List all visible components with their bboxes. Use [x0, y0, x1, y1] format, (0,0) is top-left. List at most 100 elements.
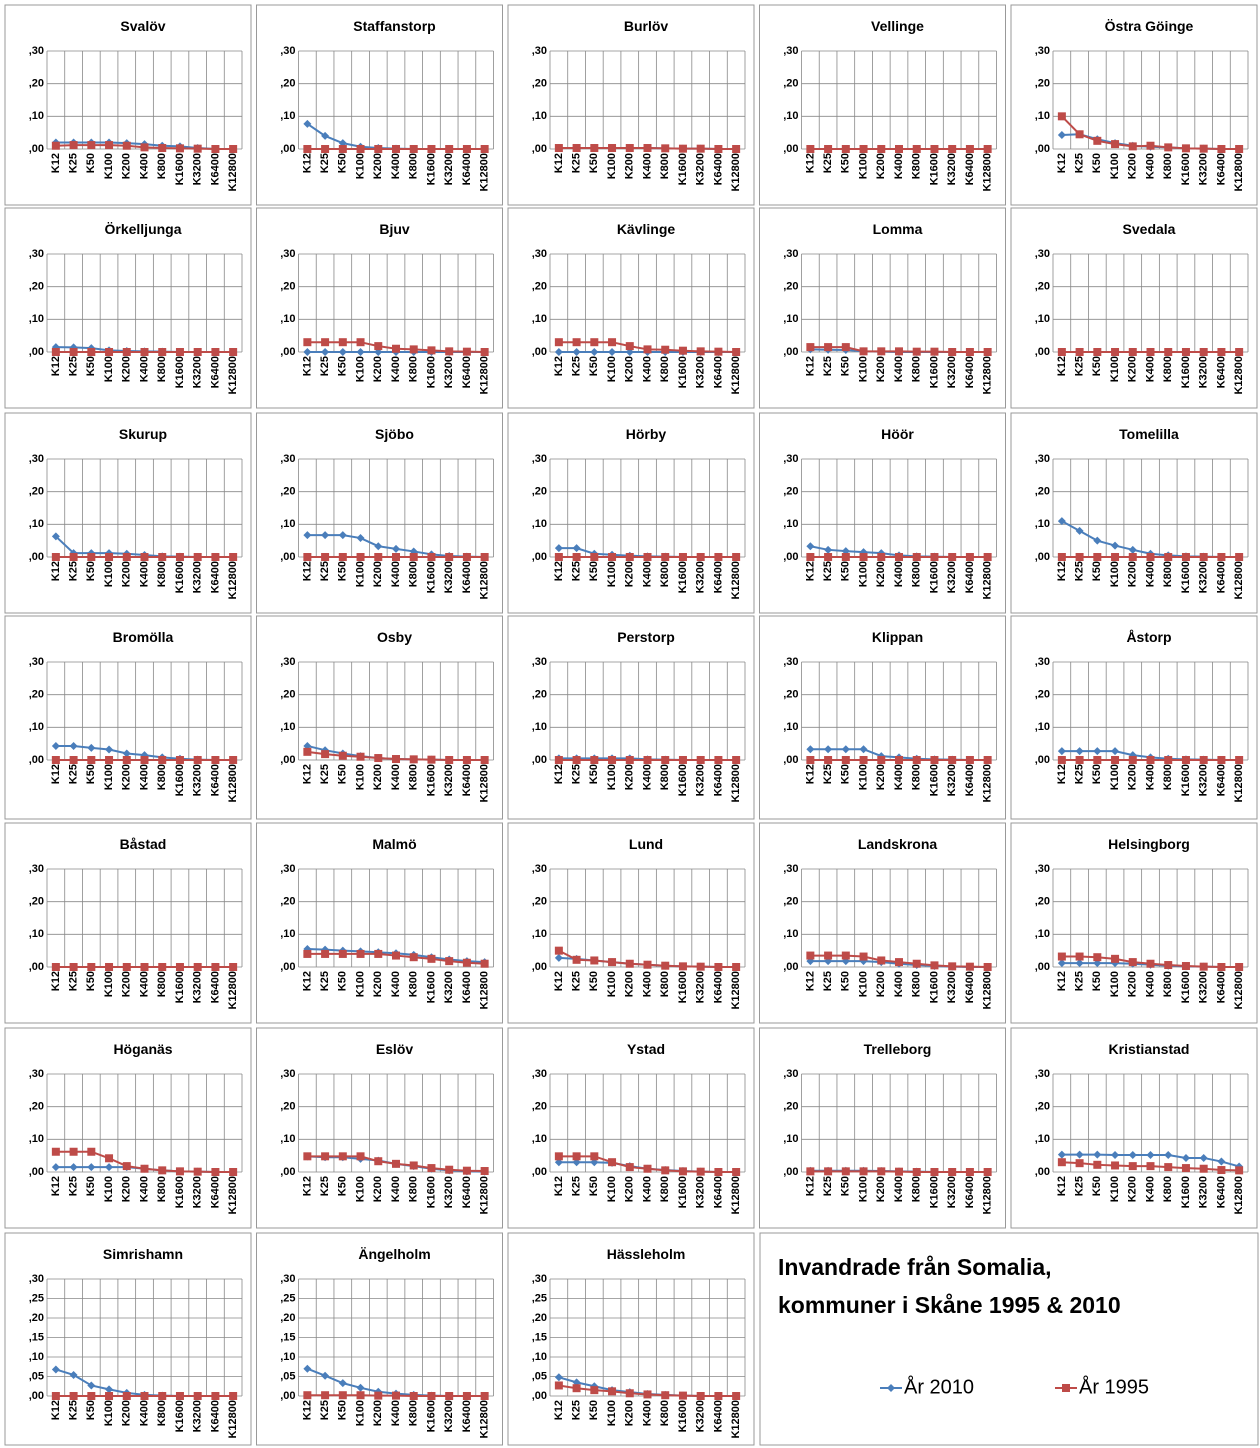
legend-label: År 1995	[1079, 1375, 1149, 1398]
chart-panel: Tomelilla ,00 ,10 ,20 ,30 K12 K25 K50 K100 K200 K4…	[1010, 412, 1258, 614]
y-tick-label: ,30	[280, 863, 295, 875]
marker	[140, 756, 149, 764]
x-tick-label: K100	[857, 1176, 869, 1202]
y-tick-label: ,10	[783, 518, 798, 530]
chart-title: Båstad	[120, 836, 167, 852]
marker	[732, 145, 741, 153]
marker	[696, 347, 705, 356]
x-tick-label: K12800	[227, 153, 239, 192]
x-tick-label: K1600	[425, 1400, 437, 1432]
y-tick-label: ,30	[1035, 863, 1050, 875]
marker	[427, 1392, 436, 1400]
marker	[1111, 756, 1120, 764]
marker	[948, 145, 957, 153]
x-tick-label: K200	[624, 153, 636, 179]
marker	[1075, 747, 1084, 756]
x-tick-label: K800	[156, 1176, 168, 1202]
y-tick-label: ,00	[280, 1390, 295, 1402]
chart-title: Bjuv	[379, 221, 410, 237]
y-tick-label: ,30	[783, 1068, 798, 1080]
x-tick-label: K200	[1127, 561, 1139, 587]
x-tick-label: K3200	[946, 561, 958, 593]
y-tick-label: ,00	[532, 754, 547, 766]
marker	[1128, 553, 1137, 561]
marker	[806, 745, 815, 754]
y-tick-label: ,10	[280, 1351, 295, 1363]
marker	[983, 553, 992, 561]
y-tick-label: ,10	[280, 518, 295, 530]
marker	[374, 1391, 383, 1400]
marker	[841, 343, 850, 352]
marker	[158, 348, 167, 356]
marker	[625, 342, 634, 351]
y-tick-label: ,10	[1035, 928, 1050, 940]
marker	[554, 544, 563, 553]
x-tick-label: K200	[121, 561, 133, 587]
y-tick-label: ,20	[29, 689, 44, 701]
y-tick-label: ,00	[29, 754, 44, 766]
x-tick-label: K12	[301, 153, 313, 173]
marker	[211, 1168, 220, 1176]
marker	[321, 145, 330, 153]
title-panel	[759, 1232, 1259, 1446]
x-tick-label: K50	[1091, 1176, 1103, 1196]
marker	[193, 963, 202, 971]
y-tick-label: ,00	[1035, 1166, 1050, 1178]
x-tick-label: K800	[911, 1176, 923, 1202]
y-tick-label: ,20	[783, 281, 798, 293]
x-tick-label: K12	[301, 764, 313, 784]
x-tick-label: K200	[1127, 764, 1139, 790]
marker	[158, 1166, 167, 1175]
x-tick-label: K200	[372, 971, 384, 997]
marker	[948, 1168, 957, 1176]
marker	[1057, 747, 1066, 756]
marker	[303, 145, 312, 153]
chart-title: Perstorp	[617, 629, 675, 645]
x-tick-label: K3200	[1198, 561, 1210, 593]
x-tick-label: K400	[138, 764, 150, 790]
marker	[714, 1392, 723, 1400]
marker	[105, 348, 114, 356]
chart-title: Osby	[377, 629, 412, 645]
marker	[859, 952, 868, 961]
marker	[321, 348, 330, 356]
y-tick-label: ,10	[1035, 721, 1050, 733]
x-tick-label: K12	[553, 153, 565, 173]
x-tick-label: K6400	[712, 1176, 724, 1208]
y-tick-label: ,30	[29, 656, 44, 668]
marker	[806, 1167, 815, 1176]
marker	[661, 345, 670, 354]
x-tick-label: K100	[103, 561, 115, 587]
marker	[409, 953, 418, 962]
y-tick-label: ,10	[532, 313, 547, 325]
marker	[1111, 1161, 1120, 1170]
x-tick-label: K25	[822, 153, 834, 173]
marker	[427, 954, 436, 963]
marker	[983, 145, 992, 153]
y-tick-label: ,30	[29, 453, 44, 465]
x-tick-label: K12800	[1233, 1176, 1245, 1215]
marker	[1057, 517, 1066, 526]
marker	[140, 1164, 149, 1173]
chart-title: Hörby	[626, 426, 667, 442]
panel-border	[1010, 1027, 1258, 1229]
marker	[87, 743, 96, 752]
x-tick-label: K6400	[964, 356, 976, 388]
x-tick-label: K100	[354, 356, 366, 382]
x-tick-label: K1600	[677, 561, 689, 593]
marker	[1111, 1151, 1120, 1160]
x-tick-label: K25	[570, 356, 582, 376]
marker	[1075, 756, 1084, 764]
marker	[122, 553, 131, 561]
marker	[193, 1167, 202, 1176]
marker	[392, 1391, 400, 1400]
panel-border	[1010, 207, 1258, 409]
x-tick-label: K12	[301, 971, 313, 991]
x-tick-label: K6400	[1215, 561, 1227, 593]
chart-title: Landskrona	[858, 836, 938, 852]
chart-title: Svalöv	[120, 18, 165, 34]
marker	[1075, 1150, 1084, 1159]
figure-title: kommuner i Skåne 1995 & 2010	[778, 1292, 1121, 1318]
x-tick-label: K3200	[192, 153, 204, 185]
marker	[859, 553, 868, 561]
